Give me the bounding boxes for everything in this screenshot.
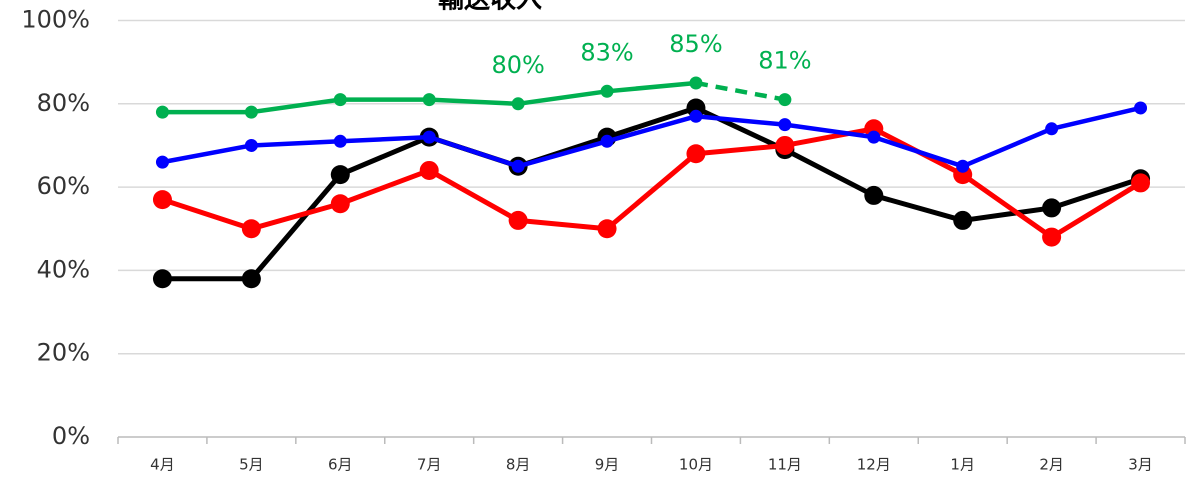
point xyxy=(1131,173,1151,193)
data-label: 80% xyxy=(491,51,544,79)
point xyxy=(775,135,795,155)
y-tick-label: 20% xyxy=(37,339,90,367)
point xyxy=(241,269,261,289)
point xyxy=(597,219,617,239)
x-tick-label: 4月 xyxy=(150,456,175,474)
point xyxy=(953,210,973,230)
point xyxy=(330,165,350,185)
point xyxy=(686,144,706,164)
series-line-dashed xyxy=(695,80,786,102)
point xyxy=(1042,198,1062,218)
point xyxy=(511,97,525,111)
point xyxy=(689,76,703,90)
data-label: 83% xyxy=(580,38,633,66)
data-label: 81% xyxy=(758,47,811,75)
point xyxy=(1045,122,1059,136)
x-tick-label: 8月 xyxy=(506,456,531,474)
point xyxy=(511,159,525,173)
point xyxy=(778,118,792,132)
x-tick-label: 11月 xyxy=(768,456,802,474)
chart-title: 輸送収入 xyxy=(438,0,542,15)
point xyxy=(241,219,261,239)
x-tick-label: 5月 xyxy=(239,456,264,474)
point xyxy=(1134,101,1148,115)
series-line xyxy=(162,105,1142,282)
point xyxy=(956,159,970,173)
point xyxy=(778,93,792,107)
point xyxy=(244,105,258,119)
point xyxy=(600,134,614,148)
point xyxy=(689,109,703,123)
point xyxy=(600,84,614,98)
x-tick-label: 1月 xyxy=(950,456,975,474)
point xyxy=(864,185,884,205)
point xyxy=(867,130,881,144)
data-label: 85% xyxy=(669,30,722,58)
y-tick-label: 40% xyxy=(37,255,90,283)
point xyxy=(333,134,347,148)
point xyxy=(155,155,169,169)
point xyxy=(508,210,528,230)
x-tick-label: 3月 xyxy=(1128,456,1153,474)
series-line xyxy=(161,126,1142,240)
x-tick-label: 10月 xyxy=(679,456,713,474)
point xyxy=(422,93,436,107)
y-tick-label: 0% xyxy=(52,422,90,450)
x-tick-label: 6月 xyxy=(328,456,353,474)
point xyxy=(152,269,172,289)
point xyxy=(330,194,350,214)
point xyxy=(419,160,439,180)
x-tick-label: 12月 xyxy=(857,456,891,474)
point xyxy=(1042,227,1062,247)
y-tick-label: 100% xyxy=(21,6,90,34)
y-tick-label: 80% xyxy=(37,89,90,117)
x-tick-label: 7月 xyxy=(417,456,442,474)
point xyxy=(422,130,436,144)
point xyxy=(155,105,169,119)
x-tick-label: 2月 xyxy=(1039,456,1064,474)
x-tick-label: 9月 xyxy=(595,456,620,474)
point xyxy=(244,138,258,152)
point xyxy=(152,190,172,210)
y-tick-label: 60% xyxy=(37,172,90,200)
point xyxy=(333,93,347,107)
series-line xyxy=(162,105,1142,169)
